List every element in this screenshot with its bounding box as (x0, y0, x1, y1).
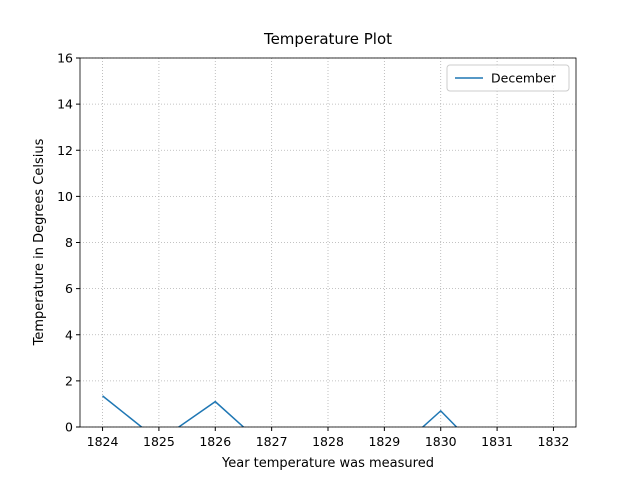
x-tick-label: 1828 (312, 434, 344, 449)
y-tick-label: 12 (57, 143, 73, 158)
x-tick-label: 1829 (368, 434, 400, 449)
x-tick-label: 1831 (481, 434, 513, 449)
x-tick-label: 1824 (87, 434, 119, 449)
y-tick-label: 0 (65, 420, 73, 435)
y-tick-label: 8 (65, 235, 73, 250)
y-tick-label: 4 (65, 327, 73, 342)
x-tick-label: 1830 (425, 434, 457, 449)
y-tick-label: 14 (57, 97, 73, 112)
x-axis-label: Year temperature was measured (221, 456, 434, 471)
x-tick-label: 1832 (538, 434, 570, 449)
x-tick-label: 1826 (199, 434, 231, 449)
y-tick-label: 16 (57, 51, 73, 66)
chart-title: Temperature Plot (263, 30, 392, 48)
legend-box (446, 64, 570, 92)
y-tick-label: 10 (57, 189, 73, 204)
axes-frame (79, 57, 577, 428)
y-tick-label: 6 (65, 281, 73, 296)
x-tick-label: 1825 (143, 434, 175, 449)
y-axis-label: Temperature in Degrees Celsius (32, 138, 47, 346)
legend-label: December (491, 71, 557, 86)
x-tick-label: 1827 (256, 434, 288, 449)
y-tick-label: 2 (65, 373, 73, 388)
